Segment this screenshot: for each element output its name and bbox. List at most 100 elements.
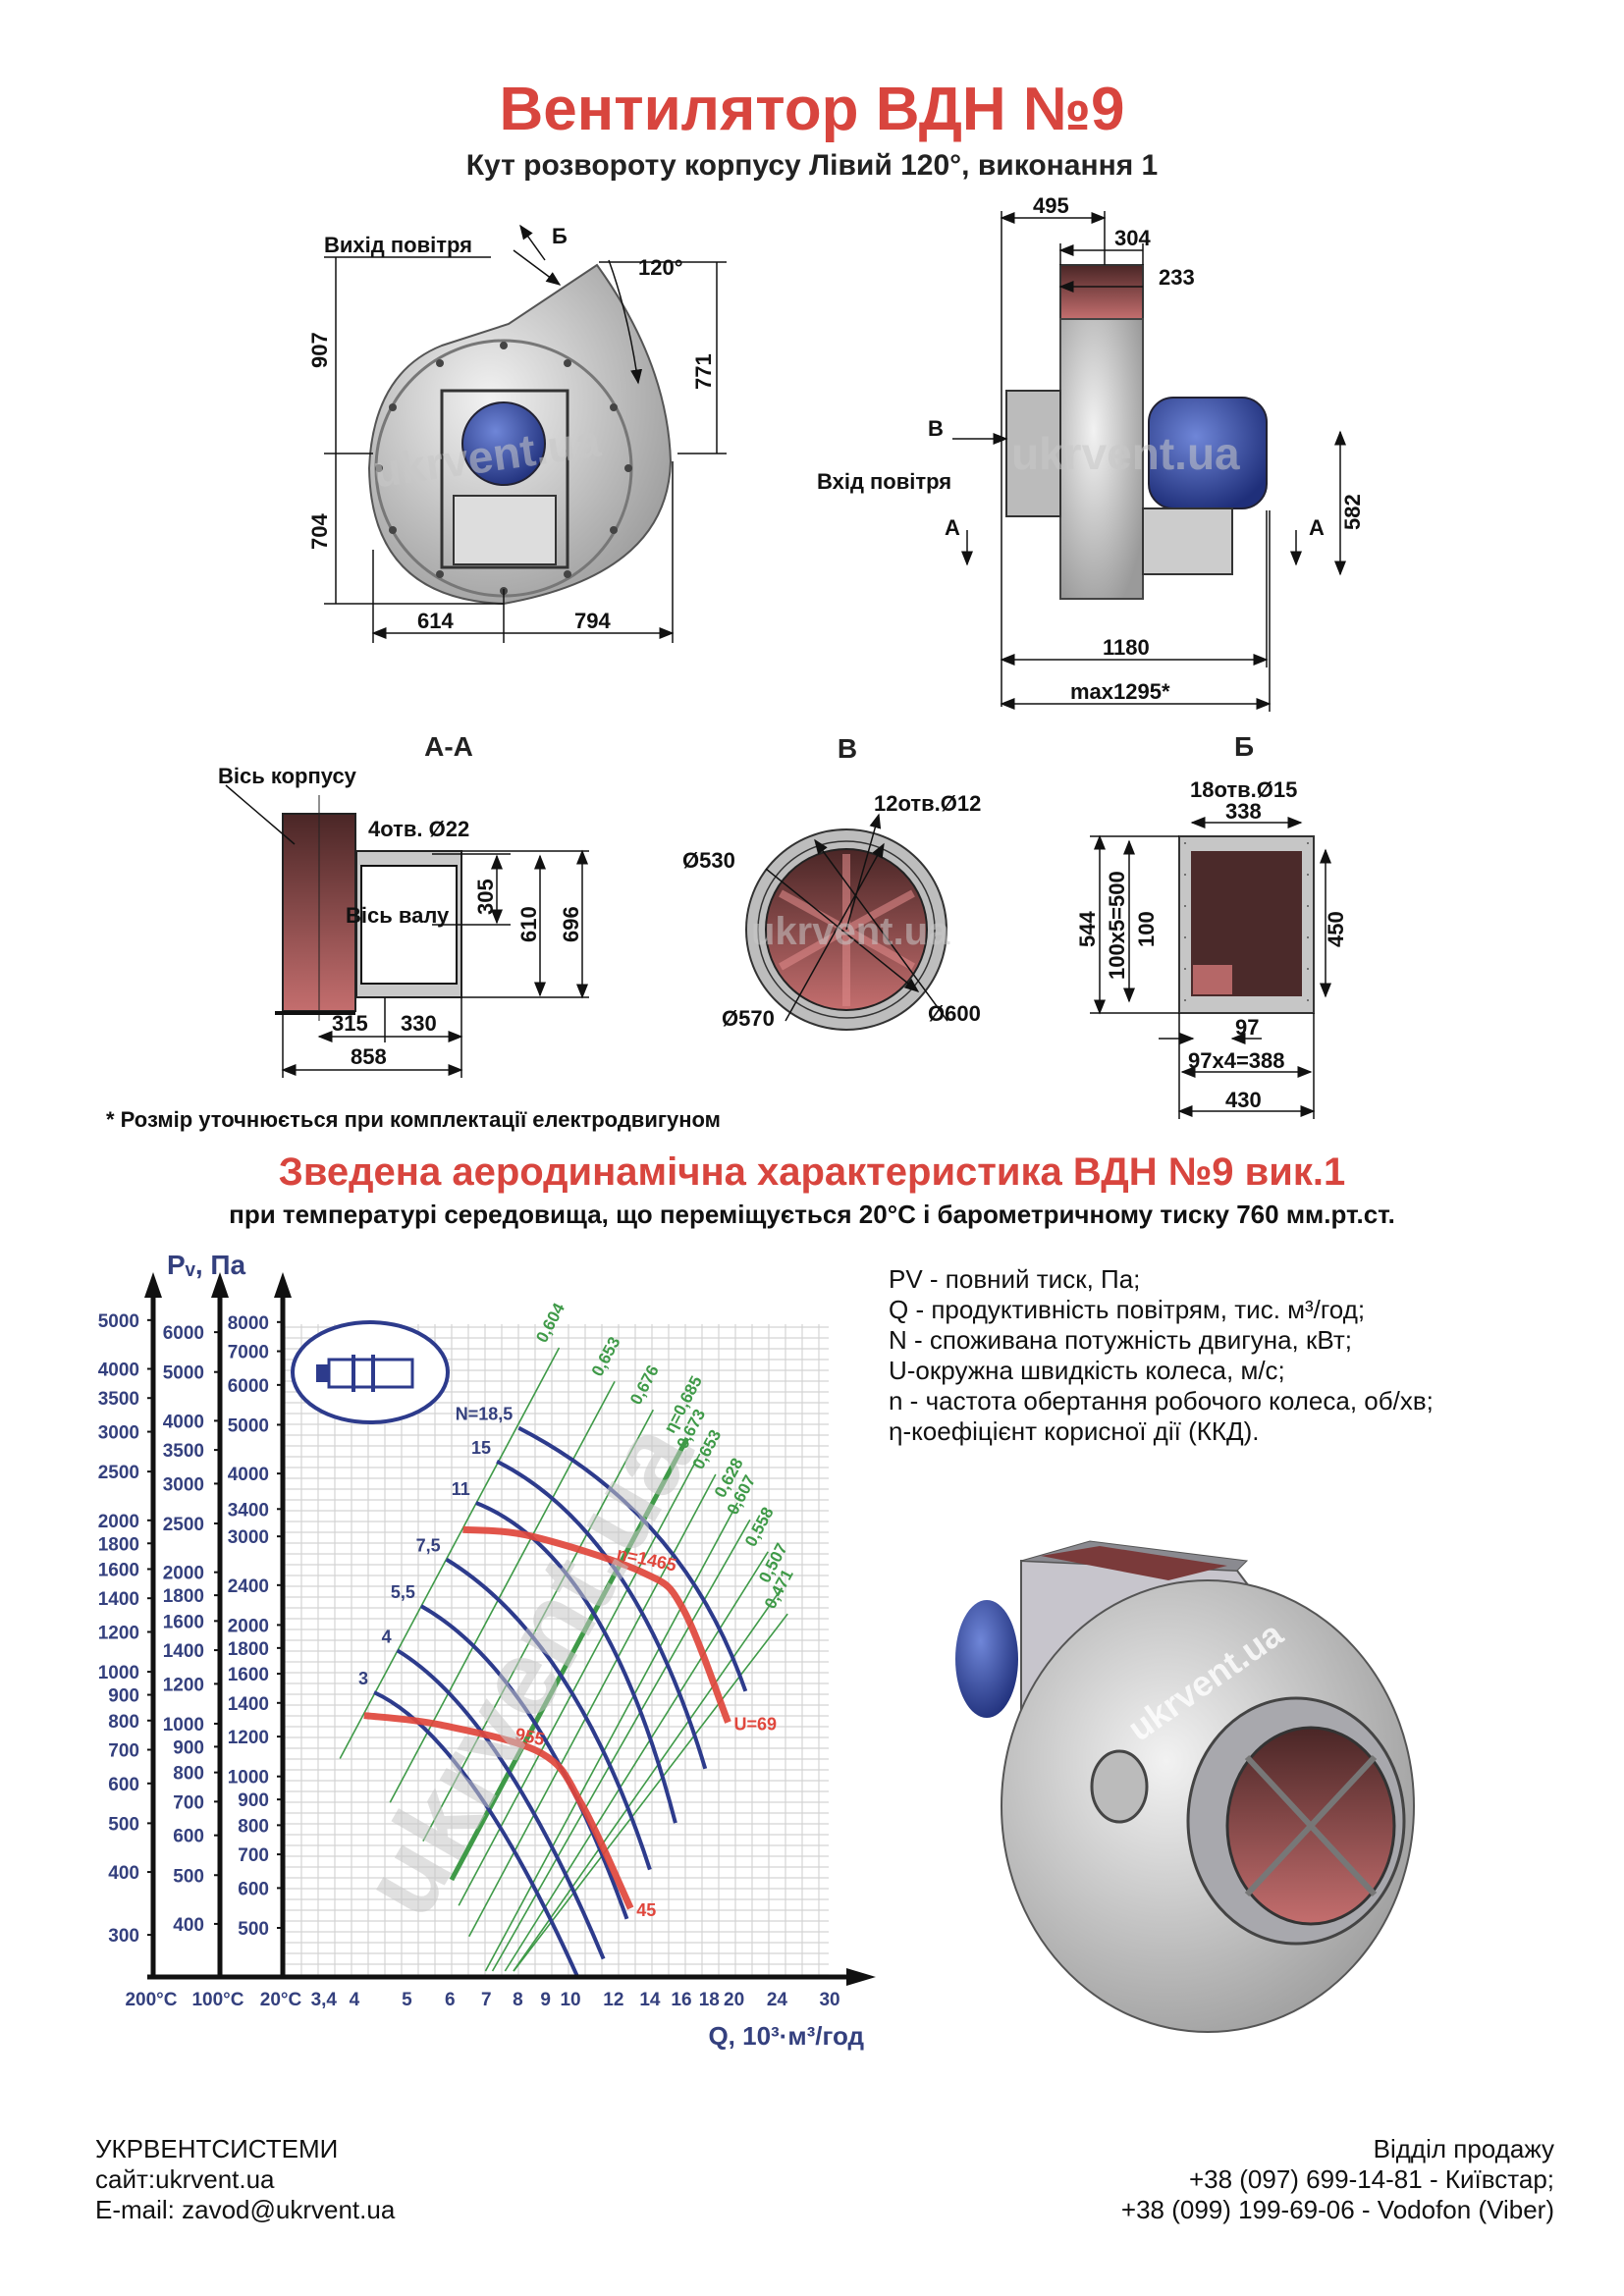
x-tick-label: 30 — [819, 1990, 839, 2010]
dim-430: 430 — [1225, 1088, 1262, 1112]
y-tick-label: 3500 — [163, 1441, 204, 1462]
footer-company: УКРВЕНТСИСТЕМИ — [95, 2134, 338, 2163]
dim-97x4: 97х4=388 — [1188, 1048, 1285, 1073]
y-tick-label: 800 — [108, 1712, 139, 1733]
x-tick-label: 24 — [767, 1990, 788, 2010]
y-tick-label: 1800 — [228, 1639, 269, 1660]
view-v-drawing — [745, 813, 948, 1031]
dim-495: 495 — [1033, 193, 1069, 218]
power-curve-label: 11 — [452, 1479, 470, 1499]
speed-curve-label: 45 — [636, 1900, 656, 1920]
section-aa-title: А-А — [424, 731, 473, 762]
axis-arrow-icon — [211, 1272, 229, 1298]
y-tick-label: 700 — [173, 1792, 204, 1813]
dim-304: 304 — [1114, 226, 1151, 250]
y-tick-label: 5000 — [163, 1363, 204, 1384]
y-tick-label: 2000 — [163, 1564, 204, 1584]
section-b-marker: Б — [552, 224, 568, 248]
chart-subtitle: при температурі середовища, що переміщує… — [229, 1200, 1395, 1229]
inlet-label: Вхід повітря — [817, 469, 951, 494]
legend-item: PV - повний тиск, Па; — [889, 1264, 1140, 1294]
power-curve — [445, 1557, 652, 1871]
shaft-axis-label: Вісь валу — [346, 903, 450, 928]
efficiency-line — [491, 1519, 751, 1972]
x-tick-label: 14 — [639, 1990, 661, 2010]
y-tick-label: 5000 — [228, 1415, 269, 1436]
x-tick-label: 18 — [699, 1990, 720, 2010]
fan-3d-render: ukrvent.ua — [955, 1540, 1415, 2033]
axis-arrow-icon — [274, 1272, 292, 1298]
footer-site-link[interactable]: сайт:ukrvent.ua — [95, 2164, 275, 2194]
power-curve-label: 3 — [358, 1669, 368, 1688]
footer-sales: Відділ продажу — [1374, 2134, 1554, 2163]
power-curve-label: 4 — [382, 1627, 392, 1646]
y-tick-label: 3000 — [163, 1474, 204, 1495]
efficiency-line — [339, 1347, 561, 1759]
footer-phone-kyivstar[interactable]: +38 (097) 699-14-81 - Київстар; — [1189, 2164, 1554, 2194]
power-curve — [419, 1604, 629, 1920]
y-tick-label: 8000 — [228, 1313, 269, 1334]
dim-858: 858 — [351, 1044, 387, 1069]
power-curve-label: N=18,5 — [456, 1405, 514, 1424]
view-v-marker: В — [928, 416, 944, 441]
x-tick-label: 8 — [513, 1990, 523, 2010]
dim-d570: Ø570 — [722, 1006, 775, 1031]
temperature-label: 200°С — [125, 1990, 177, 2010]
y-tick-label: 1400 — [163, 1641, 204, 1662]
power-curve — [396, 1648, 606, 1960]
y-tick-label: 400 — [108, 1863, 139, 1884]
y-tick-label: 1200 — [228, 1728, 269, 1748]
x-tick-label: 7 — [481, 1990, 492, 2010]
y-tick-label: 400 — [173, 1915, 204, 1936]
front-view-drawing — [324, 224, 727, 643]
y-tick-label: 6000 — [228, 1376, 269, 1397]
y-tick-label: 500 — [173, 1866, 204, 1887]
y-tick-label: 800 — [173, 1764, 204, 1785]
axis-arrow-icon — [144, 1272, 162, 1298]
y-tick-label: 600 — [173, 1827, 204, 1847]
y-tick-label: 700 — [108, 1740, 139, 1761]
dim-315: 315 — [332, 1011, 368, 1036]
dim-233: 233 — [1159, 265, 1195, 290]
y-tick-label: 2000 — [98, 1512, 139, 1532]
speed-curve — [462, 1525, 731, 1724]
efficiency-label: 0,676 — [626, 1362, 663, 1408]
footer-phone-vodafone[interactable]: +38 (099) 199-69-06 - Vodofon (Viber) — [1121, 2195, 1554, 2224]
x-tick-label: 10 — [560, 1990, 580, 2010]
aerodynamic-chart: 0,6040,6530,676η=0,6850,6730,6530,6280,6… — [98, 1272, 876, 2010]
y-tick-label: 6000 — [163, 1323, 204, 1344]
efficiency-line — [504, 1551, 769, 1972]
efficiency-label: 0,604 — [532, 1300, 568, 1346]
legend: PV - повний тиск, Па; Q - продуктивність… — [889, 1264, 1434, 1446]
y-tick-label: 2500 — [163, 1515, 204, 1535]
dim-1180: 1180 — [1103, 635, 1150, 660]
dim-704: 704 — [307, 513, 332, 550]
housing-axis-label: Вісь корпусу — [218, 764, 357, 788]
x-tick-label: 3,4 — [311, 1990, 338, 2010]
x-tick-label: 12 — [603, 1990, 623, 2010]
y-tick-label: 2000 — [228, 1616, 269, 1636]
y-tick-label: 1400 — [228, 1694, 269, 1715]
legend-item: n - частота обертання робочого колеса, о… — [889, 1386, 1434, 1415]
section-a-right-marker: А — [1309, 515, 1325, 540]
y-tick-label: 1600 — [228, 1665, 269, 1685]
legend-item: U-окружна швидкість колеса, м/с; — [889, 1356, 1285, 1385]
outlet-label: Вихід повітря — [324, 233, 472, 257]
x-tick-label: 9 — [540, 1990, 551, 2010]
power-curve — [373, 1690, 579, 1978]
efficiency-line — [458, 1453, 701, 1906]
y-tick-label: 2400 — [228, 1576, 269, 1597]
y-tick-label: 1000 — [228, 1768, 269, 1789]
y-tick-label: 4000 — [228, 1465, 269, 1485]
y-tick-label: 5000 — [98, 1311, 139, 1332]
y-tick-label: 1400 — [98, 1589, 139, 1610]
footer-email-link[interactable]: E-mail: zavod@ukrvent.ua — [95, 2195, 396, 2224]
y-tick-label: 1600 — [98, 1560, 139, 1580]
power-curve-label: 15 — [471, 1438, 491, 1458]
y-tick-label: 3500 — [98, 1389, 139, 1410]
dim-610: 610 — [516, 906, 541, 942]
y-tick-label: 900 — [108, 1686, 139, 1707]
footnote: * Розмір уточнюється при комплектації ел… — [106, 1107, 721, 1132]
dim-338: 338 — [1225, 799, 1262, 824]
dim-614: 614 — [417, 609, 454, 633]
